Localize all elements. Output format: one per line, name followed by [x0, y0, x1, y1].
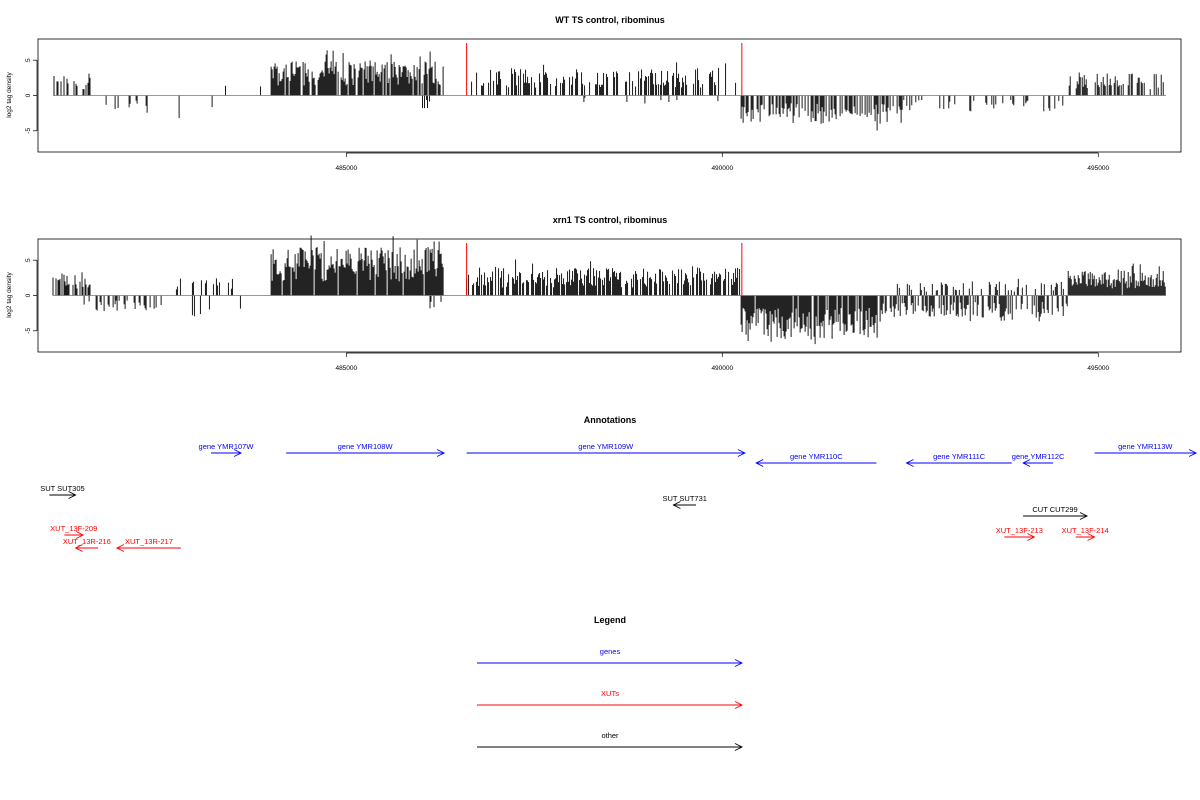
legend-items: genes XUTs other: [477, 647, 744, 751]
x-tick-label: 490000: [711, 165, 733, 172]
feature-arrow-head: [75, 531, 85, 539]
feature-arrow-head: [1079, 512, 1089, 520]
annotation-track: Annotations gene YMR107W gene YMR108W gene…: [40, 415, 1198, 552]
feature-arrow-head: [734, 701, 744, 709]
panel-title: WT TS control, ribominus: [555, 15, 665, 25]
annotation-feature: XUT_13F-214: [1062, 526, 1109, 541]
annotation-feature: gene YMR108W: [286, 442, 446, 457]
y-axis-label: log2 tag density: [6, 271, 13, 317]
annotation-feature: gene YMR107W: [199, 442, 255, 457]
feature-arrow-head: [233, 449, 243, 457]
y-tick-label: 5: [25, 258, 32, 262]
feature-arrow-head: [1188, 449, 1198, 457]
annotation-label: XUT_13R-217: [125, 537, 173, 546]
annotation-label: gene YMR110C: [790, 452, 843, 461]
annotation-label: SUT SUT731: [662, 494, 706, 503]
feature-arrow-head: [1022, 459, 1031, 467]
y-tick-label: 0: [25, 293, 32, 297]
annotation-feature: gene YMR112C: [1012, 452, 1065, 467]
x-tick-label: 490000: [711, 365, 733, 372]
y-tick-label: -5: [25, 128, 32, 134]
annotation-feature: gene YMR109W: [466, 442, 746, 457]
legend: Legend genes XUTs other: [477, 615, 744, 751]
legend-label: genes: [600, 647, 621, 656]
feature-arrow-head: [115, 544, 125, 552]
annotation-label: gene YMR109W: [578, 442, 634, 451]
feature-arrow-head: [905, 459, 914, 467]
axes: -5 0 5 485000 490000 495000: [25, 58, 1110, 172]
legend-item: XUTs: [477, 689, 744, 709]
annotation-feature: SUT SUT305: [40, 484, 85, 499]
feature-arrow-head: [755, 459, 764, 467]
annotation-label: XUT_13F-213: [996, 526, 1043, 535]
annotation-feature: gene YMR110C: [755, 452, 877, 467]
x-tick-label: 485000: [335, 165, 357, 172]
y-tick-label: -5: [25, 328, 32, 334]
plot-frame: [37, 38, 1182, 153]
annotation-label: gene YMR112C: [1012, 452, 1065, 461]
x-tick-label: 495000: [1087, 365, 1109, 372]
feature-arrow-head: [68, 491, 77, 499]
annotation-label: XUT_13R-216: [63, 537, 111, 546]
marker-lines: [466, 243, 743, 296]
annotation-feature: gene YMR113W: [1094, 442, 1198, 457]
panel-title: xrn1 TS control, ribominus: [553, 215, 668, 225]
annotation-feature: XUT_13F-213: [996, 526, 1043, 541]
feature-arrow-head: [436, 449, 446, 457]
legend-item: genes: [477, 647, 744, 667]
marker-lines: [466, 43, 743, 96]
legend-label: XUTs: [601, 689, 619, 698]
annotation-label: XUT_13F-214: [1062, 526, 1109, 535]
annotation-feature: XUT_13R-217: [115, 537, 181, 552]
annotation-label: gene YMR107W: [199, 442, 255, 451]
legend-item: other: [477, 731, 744, 751]
annotation-label: SUT SUT305: [40, 484, 84, 493]
y-tick-label: 5: [25, 58, 32, 62]
feature-arrow-head: [74, 544, 83, 552]
annotation-feature: CUT CUT299: [1023, 505, 1089, 520]
annotations-title: Annotations: [584, 415, 637, 425]
xrn1-coverage-panel: xrn1 TS control, ribominus log2 tag dens…: [6, 215, 1182, 372]
coverage-bars: [53, 50, 1164, 131]
axes: -5 0 5 485000 490000 495000: [25, 258, 1110, 372]
x-tick-label: 485000: [335, 365, 357, 372]
annotation-label: gene YMR111C: [933, 452, 986, 461]
x-tick-label: 495000: [1087, 165, 1109, 172]
wt-coverage-panel: WT TS control, ribominus log2 tag densit…: [6, 15, 1182, 172]
annotation-label: CUT CUT299: [1032, 505, 1077, 514]
annotation-feature: gene YMR111C: [905, 452, 1012, 467]
annotation-feature: XUT_13R-216: [63, 537, 111, 552]
annotation-feature: SUT SUT731: [662, 494, 707, 509]
legend-label: other: [601, 731, 619, 740]
annotation-label: XUT_13F-209: [50, 524, 97, 533]
annotation-label: gene YMR113W: [1118, 442, 1173, 451]
feature-arrow-head: [672, 501, 681, 509]
annotation-feature: XUT_13F-209: [50, 524, 97, 539]
feature-arrow-head: [734, 659, 744, 667]
annotation-features: gene YMR107W gene YMR108W gene YMR109W gene…: [40, 442, 1198, 552]
legend-title: Legend: [594, 615, 626, 625]
annotation-label: gene YMR108W: [338, 442, 394, 451]
y-tick-label: 0: [25, 93, 32, 97]
feature-arrow-head: [737, 449, 746, 457]
feature-arrow-head: [1027, 533, 1036, 541]
coverage-bars: [52, 235, 1166, 345]
feature-arrow-head: [1087, 533, 1096, 541]
y-axis-label: log2 tag density: [6, 71, 13, 117]
feature-arrow-head: [734, 743, 744, 751]
plot-frame: [37, 238, 1182, 353]
